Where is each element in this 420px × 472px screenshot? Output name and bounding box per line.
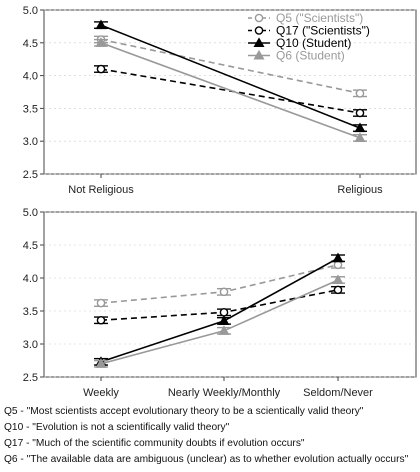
x-tick-label: Nearly Weekly/Monthly [168, 387, 281, 399]
data-point [355, 89, 365, 98]
legend-label: Q17 ("Scientists") [276, 24, 370, 38]
series-1 [94, 35, 367, 98]
data-point [355, 108, 365, 118]
legend-marker [254, 13, 264, 23]
data-point [332, 274, 344, 285]
footnotes: Q5 - "Most scientists accept evolutionar… [4, 404, 418, 468]
series-line [100, 24, 361, 129]
legend: Q5 ("Scientists")Q17 ("Scientists")Q10 (… [248, 11, 370, 63]
legend-marker [253, 49, 265, 60]
data-point [95, 19, 107, 30]
data-point [354, 122, 366, 133]
series-4 [94, 37, 367, 142]
data-point [95, 37, 107, 47]
y-tick-label: 3.0 [23, 136, 38, 148]
chart-panel-1: 2.5 3.0 3.5 4.0 4.5 5.0 Not Religious Religious… [23, 5, 417, 196]
data-point [332, 252, 344, 263]
series-line [100, 38, 361, 95]
x-tick-label: Weekly [83, 387, 119, 399]
data-point [354, 132, 366, 142]
y-tick-label: 3.5 [23, 306, 38, 318]
data-point [219, 308, 229, 317]
footnote-q6: Q6 - "The available data are ambiguous (… [4, 454, 409, 465]
x-tick-label: Seldom/Never [303, 387, 373, 399]
footnote-q17: Q17 - "Much of the scientific community … [4, 438, 305, 449]
legend-label: Q5 ("Scientists") [276, 11, 363, 25]
data-point [333, 285, 343, 295]
data-point [333, 260, 343, 270]
y-tick-label: 5.0 [23, 5, 38, 17]
data-point [96, 298, 106, 308]
series-1 [94, 260, 345, 308]
legend-label: Q6 (Student) [276, 49, 345, 63]
y-tick-label: 3.0 [23, 339, 38, 351]
legend-label: Q10 (Student) [276, 36, 351, 50]
legend-marker [253, 37, 265, 48]
y-tick-label: 5.0 [23, 207, 38, 219]
y-tick-label: 4.0 [23, 273, 38, 285]
series-3 [94, 19, 367, 133]
data-point [95, 358, 107, 368]
data-point [96, 64, 106, 74]
x-tick-label: Religious [337, 184, 383, 196]
y-tick-label: 2.5 [23, 372, 38, 384]
data-point [219, 287, 229, 297]
legend-marker [254, 26, 264, 35]
y-tick-label: 4.5 [23, 38, 38, 50]
y-tick-label: 4.0 [23, 71, 38, 83]
y-tick-label: 3.5 [23, 103, 38, 115]
series-4 [94, 274, 345, 368]
y-tick-label: 2.5 [23, 169, 38, 181]
footnote-q5: Q5 - "Most scientists accept evolutionar… [4, 406, 364, 417]
data-point [218, 315, 230, 325]
series-line [100, 42, 361, 139]
data-point [218, 325, 230, 335]
chart-panel-2: 2.5 3.0 3.5 4.0 4.5 5.0 Weekly Nearly Weekly/Mo… [23, 207, 417, 399]
x-tick-label: Not Religious [68, 184, 134, 196]
y-tick-label: 4.5 [23, 240, 38, 252]
footnote-q10: Q10 - "Evolution is not a scientifically… [4, 422, 230, 433]
data-point [96, 315, 106, 325]
